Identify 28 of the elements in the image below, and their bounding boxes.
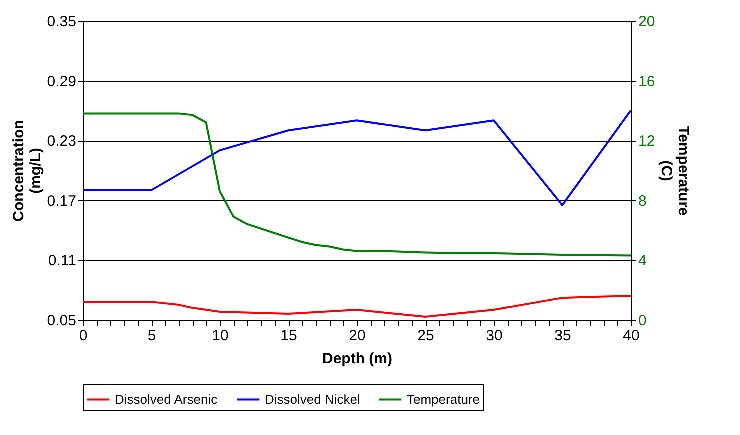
y-tick-label: 0.17 — [47, 192, 76, 210]
x-tick-label: 20 — [349, 328, 366, 344]
legend-label: Dissolved Nickel — [265, 392, 360, 407]
legend-label: Temperature — [407, 392, 480, 407]
x-tick-label: 15 — [280, 328, 298, 344]
y-tick-label: 0.05 — [47, 312, 76, 330]
y-tick-label: 0.35 — [47, 14, 76, 30]
x-tick-label: 35 — [554, 328, 572, 344]
y2-tick-label: 12 — [638, 133, 656, 150]
legend-label: Dissolved Arsenic — [115, 392, 218, 407]
line-series — [83, 295, 631, 318]
x-tick-label: 5 — [148, 328, 156, 344]
x-tick-label: 25 — [418, 328, 434, 344]
x-tick-label: 40 — [623, 328, 640, 344]
y2-tick-label: 4 — [638, 252, 647, 270]
y2-tick-label: 0 — [638, 312, 647, 330]
x-axis-title: Depth (m) — [322, 350, 392, 368]
y-axis-title: Concentration (mg/L) — [10, 120, 44, 222]
y2-tick-label: 16 — [638, 73, 656, 90]
x-tick-label: 0 — [79, 328, 88, 344]
y-tick-label: 0.11 — [48, 252, 76, 270]
x-tick-label: 10 — [212, 328, 229, 344]
x-tick-label: 30 — [486, 328, 503, 344]
y-tick-label: 0.23 — [47, 133, 76, 150]
y2-axis-title: Temperature (C) — [658, 126, 692, 216]
y2-tick-label: 8 — [638, 192, 647, 210]
y2-tick-label: 20 — [638, 14, 656, 30]
y-tick-label: 0.29 — [47, 73, 76, 90]
